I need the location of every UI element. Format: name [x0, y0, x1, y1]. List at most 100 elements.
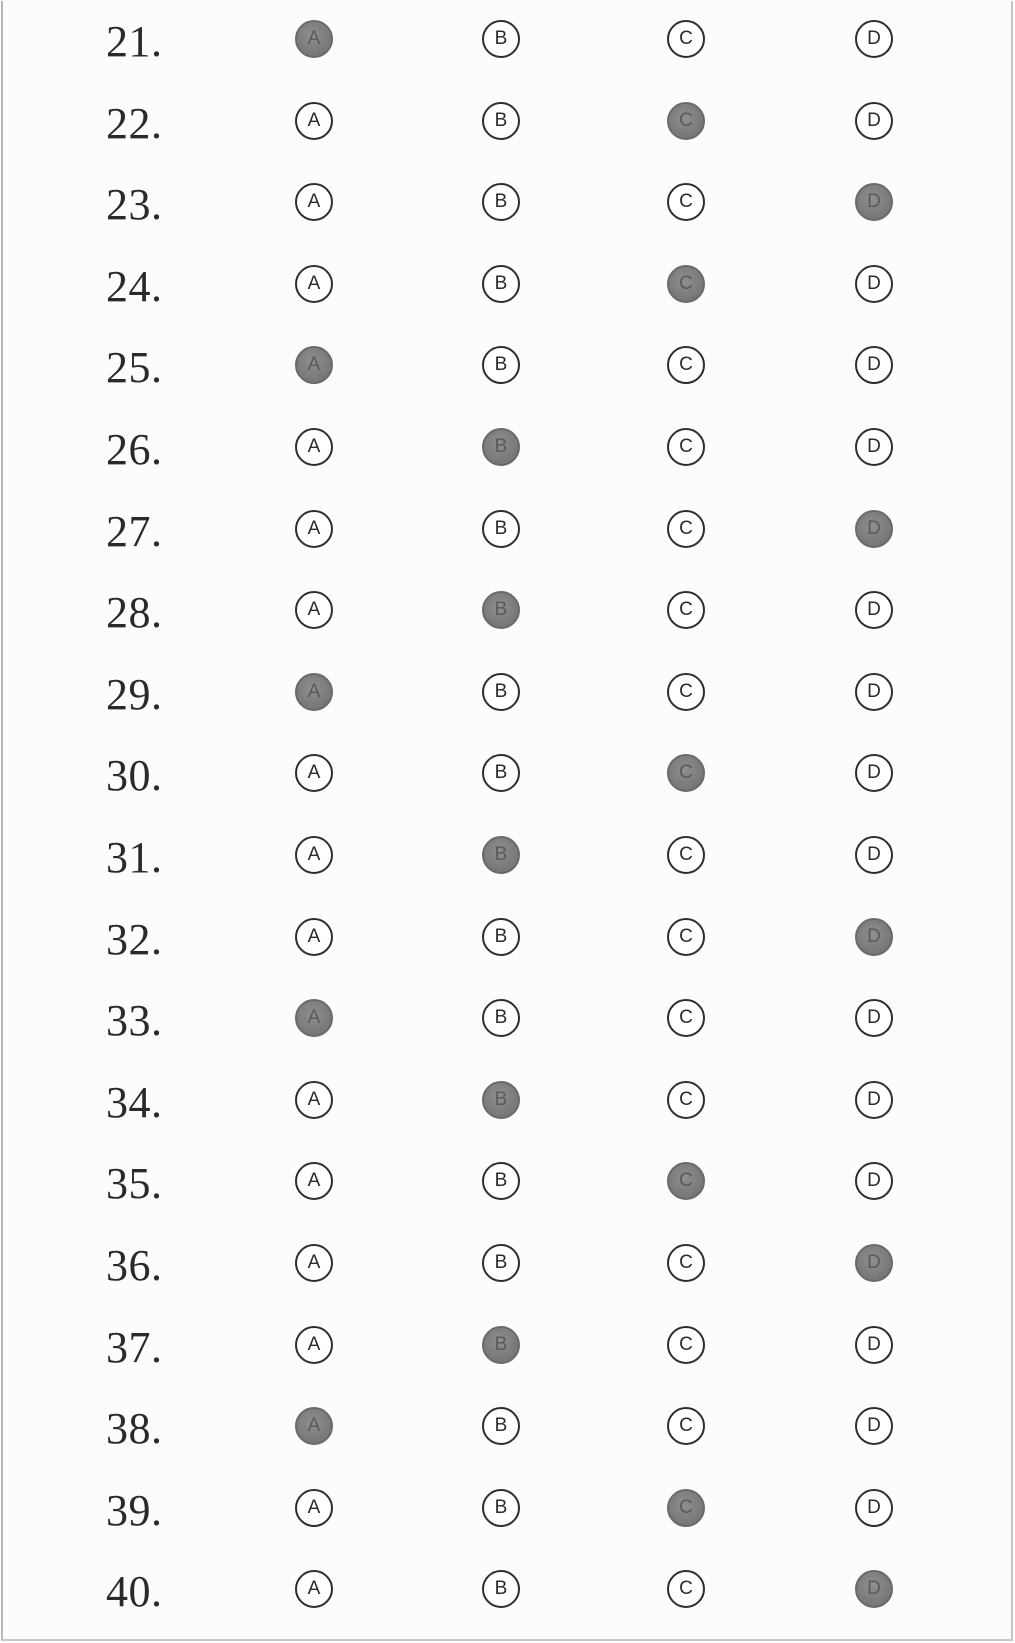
answer-bubble-d[interactable]: D: [855, 1325, 893, 1364]
answer-bubble-a[interactable]: A: [295, 591, 333, 630]
question-number: 33.: [106, 996, 163, 1046]
answer-bubble-c[interactable]: C: [667, 1407, 705, 1446]
answer-bubble-b[interactable]: B: [482, 1570, 520, 1609]
answer-bubble-d[interactable]: D: [855, 346, 893, 385]
answer-bubble-b[interactable]: B: [482, 1325, 520, 1364]
question-row: 33. A B C D: [3, 994, 1011, 1054]
answer-bubble-c[interactable]: C: [667, 20, 705, 58]
answer-bubble-b[interactable]: B: [482, 183, 520, 222]
answer-bubble-a[interactable]: A: [295, 1162, 333, 1201]
answer-bubble-c[interactable]: C: [667, 836, 705, 874]
question-number: 24.: [106, 261, 163, 311]
question-number: 29.: [106, 669, 163, 719]
answer-bubble-a[interactable]: A: [295, 264, 333, 303]
answer-bubble-b[interactable]: B: [482, 509, 520, 548]
answer-bubble-d[interactable]: D: [855, 183, 893, 222]
question-row: 28. A B C D: [3, 586, 1011, 646]
answer-bubble-a[interactable]: A: [295, 1488, 333, 1527]
answer-bubble-a[interactable]: A: [295, 346, 333, 385]
question-number: 32.: [106, 914, 163, 964]
answer-bubble-b[interactable]: B: [482, 591, 520, 630]
answer-bubble-a[interactable]: A: [295, 1244, 333, 1282]
answer-bubble-c[interactable]: C: [667, 428, 705, 466]
answer-bubble-d[interactable]: D: [855, 1488, 893, 1527]
question-number: 27.: [106, 506, 163, 556]
answer-bubble-b[interactable]: B: [482, 428, 520, 466]
answer-bubble-b[interactable]: B: [482, 917, 520, 956]
answer-bubble-a[interactable]: A: [295, 1325, 333, 1364]
answer-bubble-d[interactable]: D: [855, 1407, 893, 1446]
answer-bubble-b[interactable]: B: [482, 1407, 520, 1446]
answer-bubble-a[interactable]: A: [295, 20, 333, 58]
answer-bubble-b[interactable]: B: [482, 264, 520, 303]
answer-bubble-d[interactable]: D: [855, 836, 893, 874]
question-row: 32. A B C D: [3, 913, 1011, 973]
answer-bubble-c[interactable]: C: [667, 917, 705, 956]
answer-bubble-d[interactable]: D: [855, 672, 893, 711]
answer-bubble-d[interactable]: D: [855, 428, 893, 466]
answer-bubble-b[interactable]: B: [482, 999, 520, 1038]
answer-bubble-a[interactable]: A: [295, 428, 333, 466]
answer-bubble-a[interactable]: A: [295, 917, 333, 956]
answer-bubble-d[interactable]: D: [855, 101, 893, 140]
question-row: 35. A B C D: [3, 1157, 1011, 1217]
answer-bubble-d[interactable]: D: [855, 591, 893, 630]
answer-bubble-a[interactable]: A: [295, 183, 333, 222]
answer-bubble-d[interactable]: D: [855, 999, 893, 1038]
answer-bubble-a[interactable]: A: [295, 754, 333, 793]
answer-bubble-c[interactable]: C: [667, 672, 705, 711]
answer-bubble-d[interactable]: D: [855, 509, 893, 548]
answer-bubble-c[interactable]: C: [667, 346, 705, 385]
answer-bubble-b[interactable]: B: [482, 836, 520, 874]
answer-bubble-c[interactable]: C: [667, 101, 705, 140]
answer-bubble-b[interactable]: B: [482, 1488, 520, 1527]
answer-bubble-b[interactable]: B: [482, 101, 520, 140]
question-number: 35.: [106, 1159, 163, 1209]
answer-bubble-b[interactable]: B: [482, 754, 520, 793]
question-number: 21.: [106, 17, 163, 66]
answer-bubble-d[interactable]: D: [855, 1162, 893, 1201]
answer-bubble-c[interactable]: C: [667, 183, 705, 222]
question-number: 38.: [106, 1404, 163, 1454]
answer-bubble-a[interactable]: A: [295, 1080, 333, 1119]
answer-bubble-a[interactable]: A: [295, 1407, 333, 1446]
answer-bubble-c[interactable]: C: [667, 1162, 705, 1201]
answer-bubble-c[interactable]: C: [667, 999, 705, 1038]
answer-bubble-a[interactable]: A: [295, 999, 333, 1038]
answer-bubble-d[interactable]: D: [855, 1244, 893, 1282]
answer-bubble-b[interactable]: B: [482, 1244, 520, 1282]
question-number: 31.: [106, 833, 163, 882]
answer-bubble-d[interactable]: D: [855, 1080, 893, 1119]
question-number: 23.: [106, 180, 163, 230]
question-row: 30. A B C D: [3, 749, 1011, 809]
answer-bubble-a[interactable]: A: [295, 836, 333, 874]
answer-bubble-b[interactable]: B: [482, 672, 520, 711]
answer-bubble-c[interactable]: C: [667, 1080, 705, 1119]
answer-bubble-c[interactable]: C: [667, 1244, 705, 1282]
answer-bubble-b[interactable]: B: [482, 346, 520, 385]
question-number: 30.: [106, 751, 163, 801]
question-row: 31. A B C D: [3, 831, 1011, 891]
answer-bubble-b[interactable]: B: [482, 20, 520, 58]
answer-bubble-d[interactable]: D: [855, 1570, 893, 1609]
answer-bubble-a[interactable]: A: [295, 672, 333, 711]
answer-bubble-c[interactable]: C: [667, 754, 705, 793]
answer-bubble-d[interactable]: D: [855, 917, 893, 956]
answer-bubble-c[interactable]: C: [667, 591, 705, 630]
answer-bubble-b[interactable]: B: [482, 1080, 520, 1119]
question-number: 34.: [106, 1077, 163, 1127]
answer-bubble-b[interactable]: B: [482, 1162, 520, 1201]
answer-bubble-c[interactable]: C: [667, 264, 705, 303]
question-number: 40.: [106, 1567, 163, 1617]
answer-bubble-a[interactable]: A: [295, 101, 333, 140]
answer-bubble-d[interactable]: D: [855, 264, 893, 303]
answer-bubble-c[interactable]: C: [667, 1325, 705, 1364]
answer-bubble-a[interactable]: A: [295, 1570, 333, 1609]
answer-bubble-d[interactable]: D: [855, 754, 893, 793]
answer-bubble-c[interactable]: C: [667, 1570, 705, 1609]
answer-bubble-c[interactable]: C: [667, 509, 705, 548]
answer-bubble-d[interactable]: D: [855, 20, 893, 58]
answer-bubble-c[interactable]: C: [667, 1488, 705, 1527]
answer-bubble-a[interactable]: A: [295, 509, 333, 548]
